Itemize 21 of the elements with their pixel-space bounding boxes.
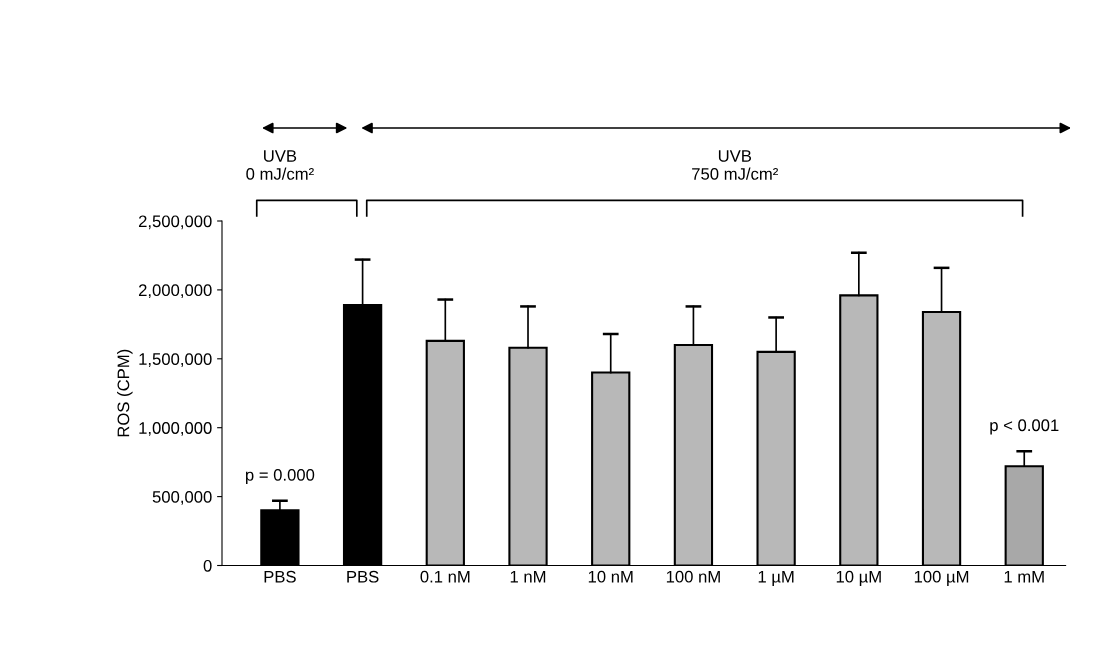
y-tick-label: 1,000,000 — [139, 422, 212, 436]
x-tick-label: 10 nM — [588, 570, 633, 583]
annotation: p = 0.000 — [245, 468, 315, 485]
x-tick-label: 0.1 nM — [420, 570, 470, 583]
y-tick-label: 500,000 — [152, 491, 212, 505]
x-tick-label: 10 µM — [836, 570, 881, 586]
y-axis-title: ROS (CPM) — [117, 349, 133, 437]
y-tick-label: 1,500,000 — [139, 353, 212, 367]
x-tick-label: PBS — [347, 570, 379, 583]
x-tick-label: PBS — [264, 570, 296, 583]
x-tick-label: 1 mM — [1004, 570, 1044, 583]
x-tick-label: 100 nM — [666, 570, 720, 583]
annotation: p < 0.001 — [990, 419, 1059, 435]
y-tick-label: 2,500,000 — [138, 215, 212, 230]
y-tick-label: 0 — [203, 559, 212, 572]
y-tick-label: 2,000,000 — [138, 284, 212, 299]
text: UVB 750 mJ/cm² — [692, 150, 778, 180]
x-tick-label: 1 µM — [758, 570, 794, 586]
x-tick-label: 1 nM — [510, 570, 546, 583]
text: UVB 0 mJ/cm² — [246, 150, 314, 180]
x-tick-label: 100 µM — [914, 570, 969, 586]
